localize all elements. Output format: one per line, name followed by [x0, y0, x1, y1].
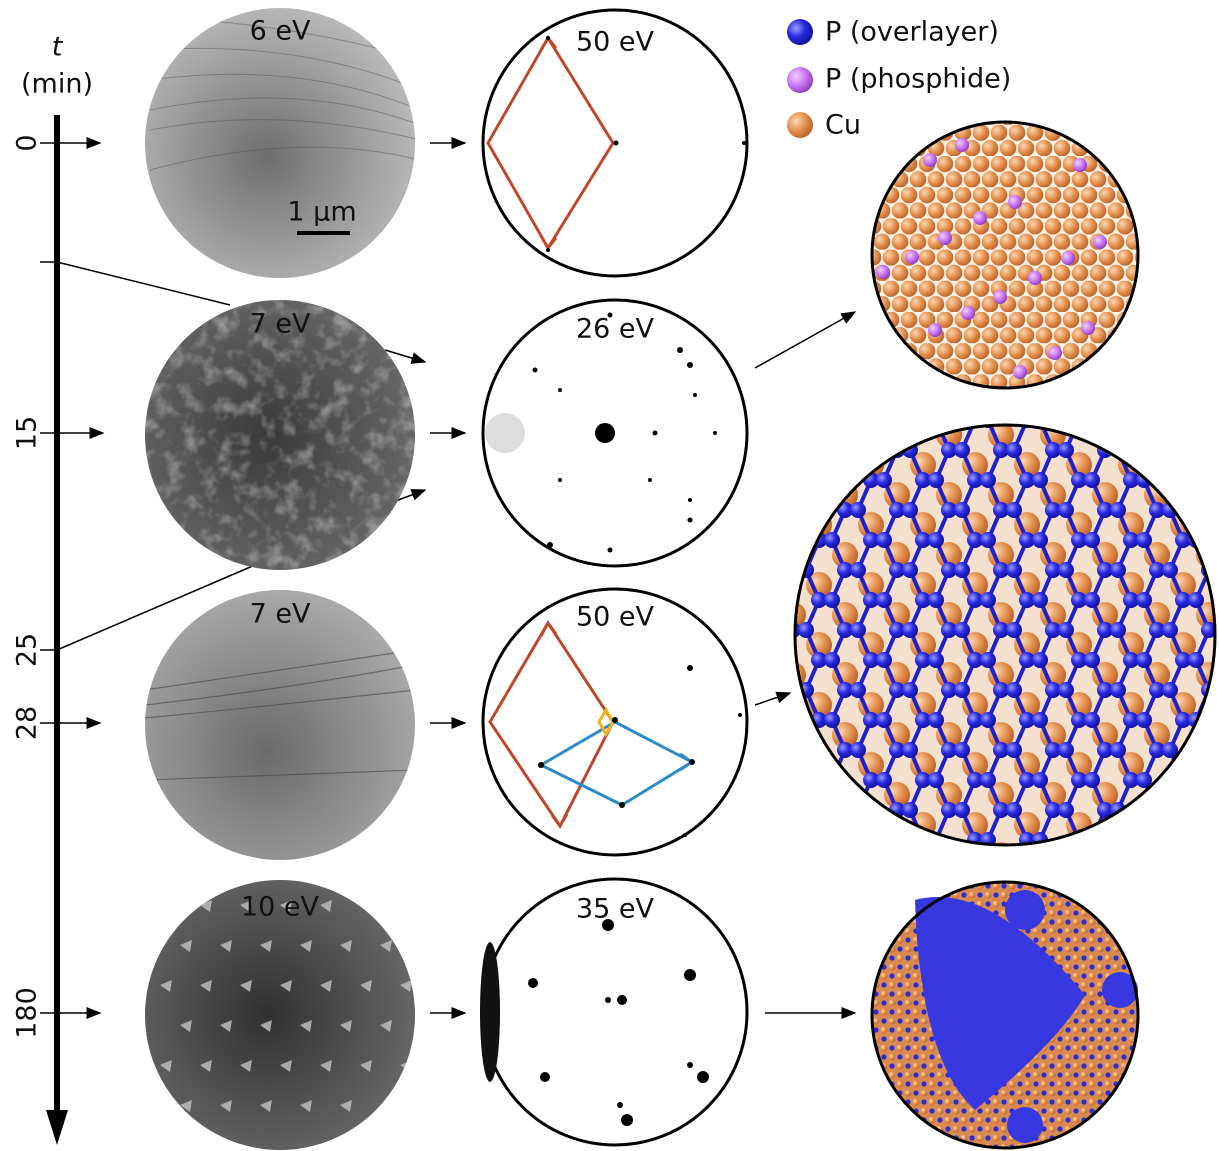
atomic-model [793, 120, 1217, 1150]
island [200, 1060, 212, 1072]
leed-energy: 50 eV [576, 27, 655, 58]
island [420, 940, 432, 952]
island [300, 1020, 312, 1032]
scale-bar-label: 1 µm [287, 197, 356, 228]
legend-marker [787, 19, 813, 45]
legend-marker [787, 67, 813, 93]
island [200, 900, 212, 912]
island [340, 1020, 352, 1032]
axis-ticks [40, 142, 57, 1014]
island [220, 1100, 232, 1112]
leed-energy: 50 eV [576, 602, 655, 633]
leem-image [145, 8, 432, 1150]
legend-marker [787, 112, 813, 138]
time-tick: 0 [12, 134, 43, 151]
island [180, 1100, 192, 1112]
leem-energy: 7 eV [250, 599, 311, 630]
island [300, 1100, 312, 1112]
island [160, 1060, 172, 1072]
axis-label: t [52, 32, 64, 63]
island [320, 1060, 332, 1072]
axis-arrow [46, 1110, 68, 1145]
island [260, 1020, 272, 1032]
island [260, 1100, 272, 1112]
island [420, 1020, 432, 1032]
island [240, 1060, 252, 1072]
island [160, 980, 172, 992]
island [260, 940, 272, 952]
connector-arrows [56, 137, 857, 1019]
leem-energy: 10 eV [241, 892, 320, 923]
island [340, 940, 352, 952]
island [380, 940, 392, 952]
island [400, 900, 412, 912]
island [400, 980, 412, 992]
axis-unit: (min) [21, 69, 93, 100]
island [360, 980, 372, 992]
legend-label: P (phosphide) [825, 64, 1011, 95]
island [180, 940, 192, 952]
island [360, 1060, 372, 1072]
island [380, 1020, 392, 1032]
island [320, 980, 332, 992]
legend-label: Cu [825, 110, 861, 141]
time-tick: 15 [12, 416, 43, 450]
leem-energy: 6 eV [250, 16, 311, 47]
island [280, 980, 292, 992]
island [340, 1100, 352, 1112]
time-tick: 180 [12, 987, 43, 1039]
island [300, 940, 312, 952]
island [200, 980, 212, 992]
leed-energy: 26 eV [576, 314, 655, 345]
island [280, 900, 292, 912]
leem-energy: 7 eV [250, 309, 311, 340]
island [180, 1020, 192, 1032]
island [240, 980, 252, 992]
island [220, 940, 232, 952]
leed-energy: 35 eV [576, 894, 655, 925]
island [240, 900, 252, 912]
time-tick: 25 [12, 633, 43, 667]
time-tick: 28 [12, 706, 43, 740]
leed-pattern [480, 8, 749, 1147]
island [160, 900, 172, 912]
island [280, 1060, 292, 1072]
island [420, 1100, 432, 1112]
legend-label: P (overlayer) [825, 17, 999, 48]
island [220, 1020, 232, 1032]
island [320, 900, 332, 912]
